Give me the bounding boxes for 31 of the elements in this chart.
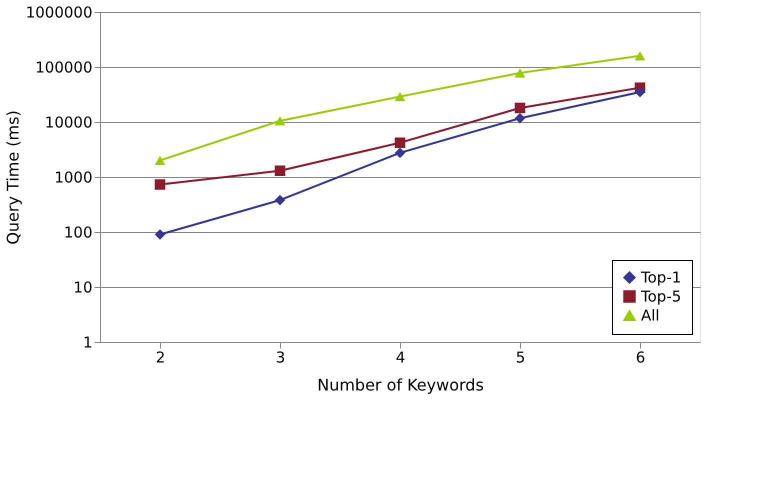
- point: [634, 51, 646, 60]
- legend-label: Top-5: [640, 288, 682, 306]
- point: [274, 116, 286, 126]
- y-tick-label: 1000000: [26, 4, 92, 22]
- point: [394, 92, 406, 102]
- point: [514, 113, 526, 124]
- point: [514, 68, 526, 78]
- x-axis-title: Number of Keywords: [317, 376, 484, 394]
- y-tick-label: 1: [82, 334, 92, 352]
- y-tick-label: 1000: [54, 168, 92, 186]
- point: [154, 179, 166, 190]
- point: [634, 86, 646, 98]
- y-tick-label: 10: [73, 278, 92, 296]
- point: [274, 194, 286, 206]
- x-tick-label: 2: [156, 348, 166, 366]
- x-tick-label: 5: [516, 348, 526, 366]
- point: [394, 148, 406, 158]
- legend-label: Top-1: [640, 268, 682, 286]
- y-tick-label: 100000: [35, 58, 92, 76]
- point: [154, 229, 166, 240]
- y-axis-title: Query Time (ms): [4, 110, 23, 245]
- point: [154, 156, 166, 165]
- x-tick-label: 6: [636, 348, 646, 366]
- point: [274, 165, 286, 176]
- legend-label: All: [641, 306, 660, 324]
- x-tick-label: 3: [276, 348, 286, 366]
- point: [394, 137, 406, 148]
- point: [514, 102, 526, 114]
- x-tick-label: 4: [396, 348, 406, 366]
- y-tick-label: 10000: [44, 114, 92, 132]
- y-tick-label: 100: [64, 224, 92, 242]
